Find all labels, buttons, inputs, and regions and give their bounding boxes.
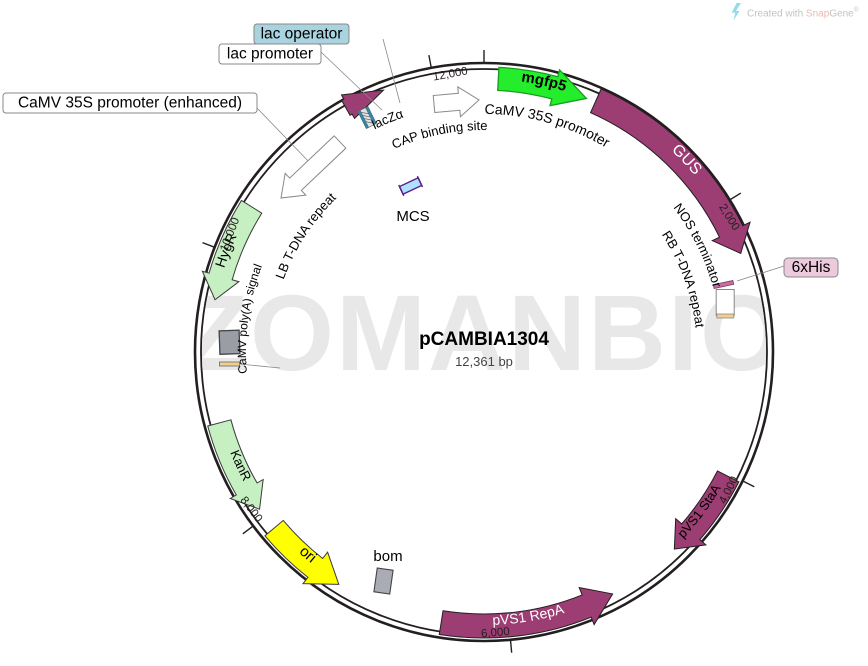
svg-text:6,000: 6,000 [481,626,511,641]
svg-text:6xHis: 6xHis [792,259,831,276]
svg-text:CaMV 35S promoter (enhanced): CaMV 35S promoter (enhanced) [18,95,242,112]
svg-text:LB T-DNA repeat: LB T-DNA repeat [272,189,339,281]
svg-text:CAP binding site: CAP binding site [389,118,487,152]
svg-text:lac operator: lac operator [261,26,343,43]
svg-text:12,000: 12,000 [432,65,469,83]
svg-text:lacZα: lacZα [369,106,405,132]
svg-text:Created with SnapGene®: Created with SnapGene® [747,6,859,20]
svg-text:lac promoter: lac promoter [227,46,313,63]
svg-text:bom: bom [373,548,402,565]
svg-text:12,361 bp: 12,361 bp [455,354,513,369]
svg-text:pCAMBIA1304: pCAMBIA1304 [419,329,549,350]
svg-text:MCS: MCS [396,208,429,225]
